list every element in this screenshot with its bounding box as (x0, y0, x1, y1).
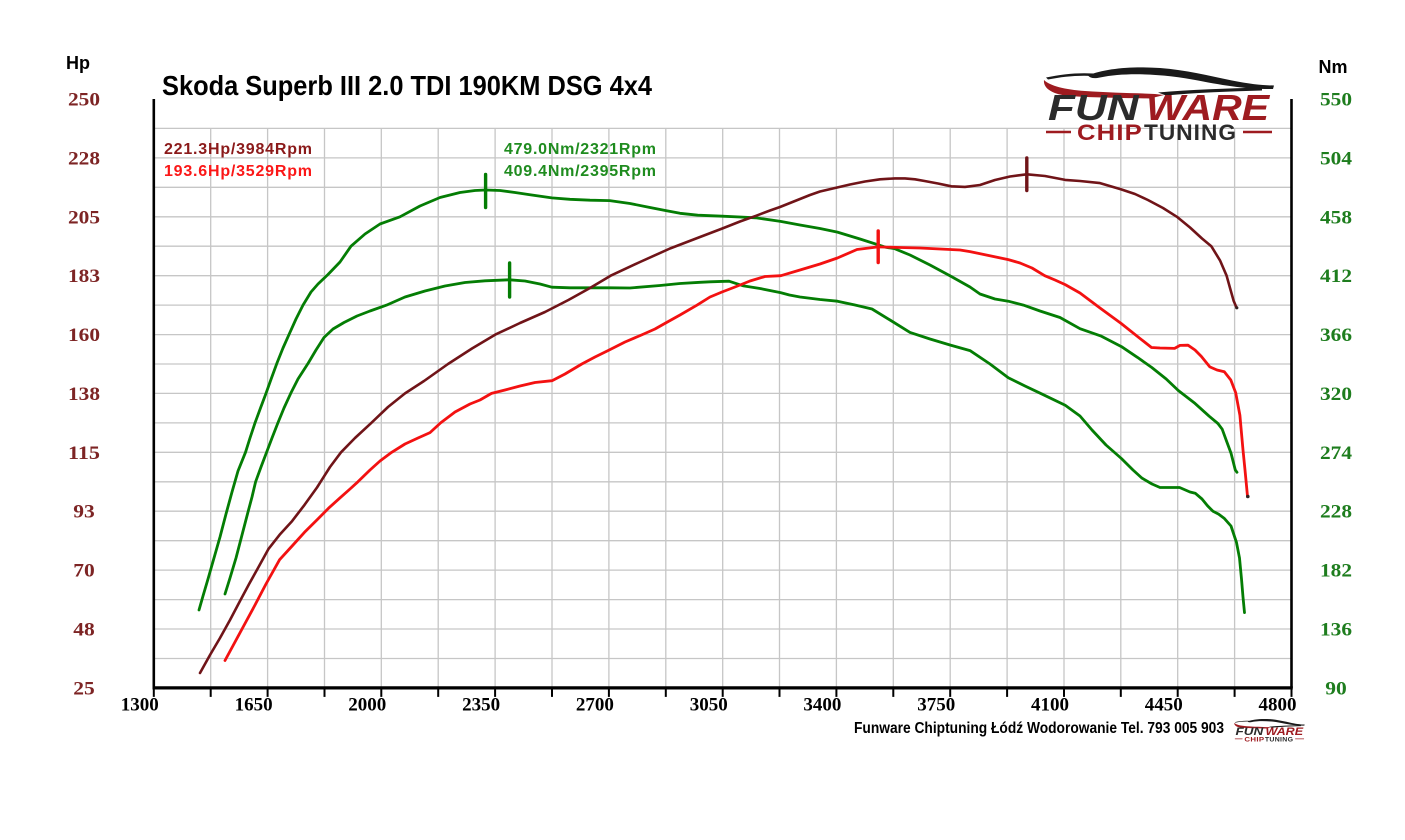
svg-text:Funware Chiptuning Łódź Wodoro: Funware Chiptuning Łódź Wodorowanie Tel.… (854, 720, 1224, 737)
svg-text:1300: 1300 (121, 695, 159, 716)
svg-text:3050: 3050 (690, 695, 728, 716)
svg-text:93: 93 (73, 502, 95, 523)
svg-text:WARE: WARE (1146, 88, 1270, 128)
svg-text:228: 228 (68, 148, 100, 169)
svg-text:Skoda Superb III 2.0 TDI 190KM: Skoda Superb III 2.0 TDI 190KM DSG 4x4 (162, 70, 652, 101)
svg-text:25: 25 (73, 678, 95, 699)
svg-text:504: 504 (1320, 148, 1353, 169)
svg-text:90: 90 (1325, 678, 1347, 699)
svg-text:250: 250 (68, 90, 100, 111)
svg-text:183: 183 (68, 266, 100, 287)
svg-text:409.4Nm/2395Rpm: 409.4Nm/2395Rpm (504, 163, 656, 180)
svg-text:479.0Nm/2321Rpm: 479.0Nm/2321Rpm (504, 141, 656, 158)
svg-text:136: 136 (1320, 620, 1352, 641)
svg-text:458: 458 (1320, 207, 1352, 228)
svg-text:48: 48 (73, 620, 95, 641)
svg-text:4100: 4100 (1031, 695, 1069, 716)
svg-text:205: 205 (68, 207, 100, 228)
svg-text:1650: 1650 (235, 695, 273, 716)
svg-text:320: 320 (1320, 384, 1352, 405)
svg-text:70: 70 (73, 561, 95, 582)
svg-text:274: 274 (1320, 443, 1353, 464)
svg-text:2700: 2700 (576, 695, 614, 716)
svg-text:TUNING: TUNING (1144, 120, 1237, 145)
svg-text:115: 115 (68, 443, 100, 464)
svg-text:CHIP: CHIP (1077, 121, 1143, 146)
svg-text:550: 550 (1320, 90, 1352, 111)
svg-text:412: 412 (1320, 266, 1352, 287)
svg-text:3750: 3750 (917, 695, 955, 716)
svg-text:193.6Hp/3529Rpm: 193.6Hp/3529Rpm (164, 163, 312, 180)
svg-text:366: 366 (1320, 325, 1352, 346)
svg-text:138: 138 (68, 384, 100, 405)
svg-text:2000: 2000 (348, 695, 386, 716)
svg-text:FUN: FUN (1048, 88, 1140, 128)
svg-text:4450: 4450 (1145, 695, 1183, 716)
svg-text:228: 228 (1320, 502, 1352, 523)
svg-text:Hp: Hp (66, 53, 90, 73)
svg-text:Nm: Nm (1318, 57, 1347, 77)
svg-text:3400: 3400 (803, 695, 841, 716)
svg-text:160: 160 (68, 325, 100, 346)
svg-text:4800: 4800 (1259, 695, 1297, 716)
svg-text:221.3Hp/3984Rpm: 221.3Hp/3984Rpm (164, 141, 312, 158)
svg-text:2350: 2350 (462, 695, 500, 716)
svg-text:182: 182 (1320, 561, 1352, 582)
